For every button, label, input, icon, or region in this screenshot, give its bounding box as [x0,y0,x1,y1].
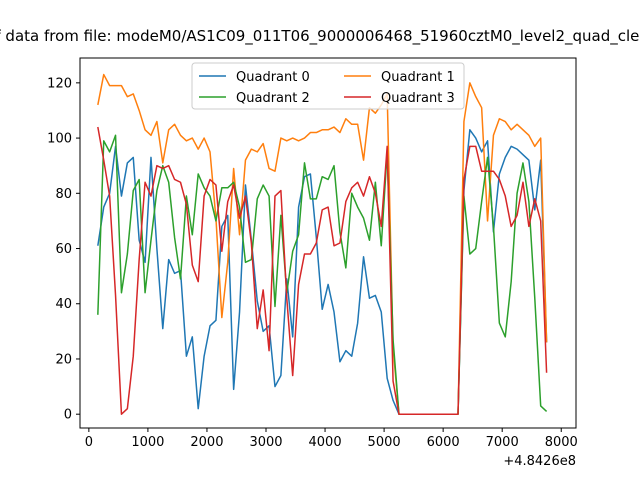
y-tick-label: 120 [47,76,72,91]
legend-label: Quadrant 2 [236,91,310,106]
y-tick-label: 0 [64,408,72,423]
series-layer [97,73,548,415]
y-tick-label: 60 [55,242,72,257]
legend-label: Quadrant 1 [381,70,455,85]
x-tick-label: 6000 [427,435,460,450]
y-tick-label: 100 [47,132,72,147]
x-tick-label: 3000 [249,435,282,450]
x-tick-label: 1000 [131,435,164,450]
legend-box [191,62,465,110]
legend-label: Quadrant 3 [381,91,455,106]
series-line-quadrant-2 [97,134,548,415]
x-offset-label: +4.8426e8 [503,454,576,469]
y-axis: 0 20 40 60 80 100 120 [47,76,80,423]
y-tick-label: 20 [55,352,72,367]
legend: Quadrant 0 Quadrant 1 Quadrant 2 Quadrant 3 [191,62,465,110]
legend-label: Quadrant 0 [236,70,310,85]
series-line-quadrant-3 [97,126,548,415]
chart-title: Plot of data from file: modeM0/AS1C09_01… [0,27,640,46]
y-tick-label: 80 [55,187,72,202]
x-axis: 0 1000 2000 3000 4000 5000 6000 7000 8000 [85,428,578,450]
x-tick-label: 2000 [190,435,223,450]
x-tick-label: 5000 [368,435,401,450]
x-tick-label: 7000 [486,435,519,450]
x-tick-label: 4000 [309,435,342,450]
y-tick-label: 40 [55,297,72,312]
series-line-quadrant-1 [97,73,548,415]
plot-frame [79,57,577,429]
series-line-quadrant-0 [97,129,548,415]
x-tick-label: 8000 [545,435,578,450]
x-tick-label: 0 [85,435,93,450]
